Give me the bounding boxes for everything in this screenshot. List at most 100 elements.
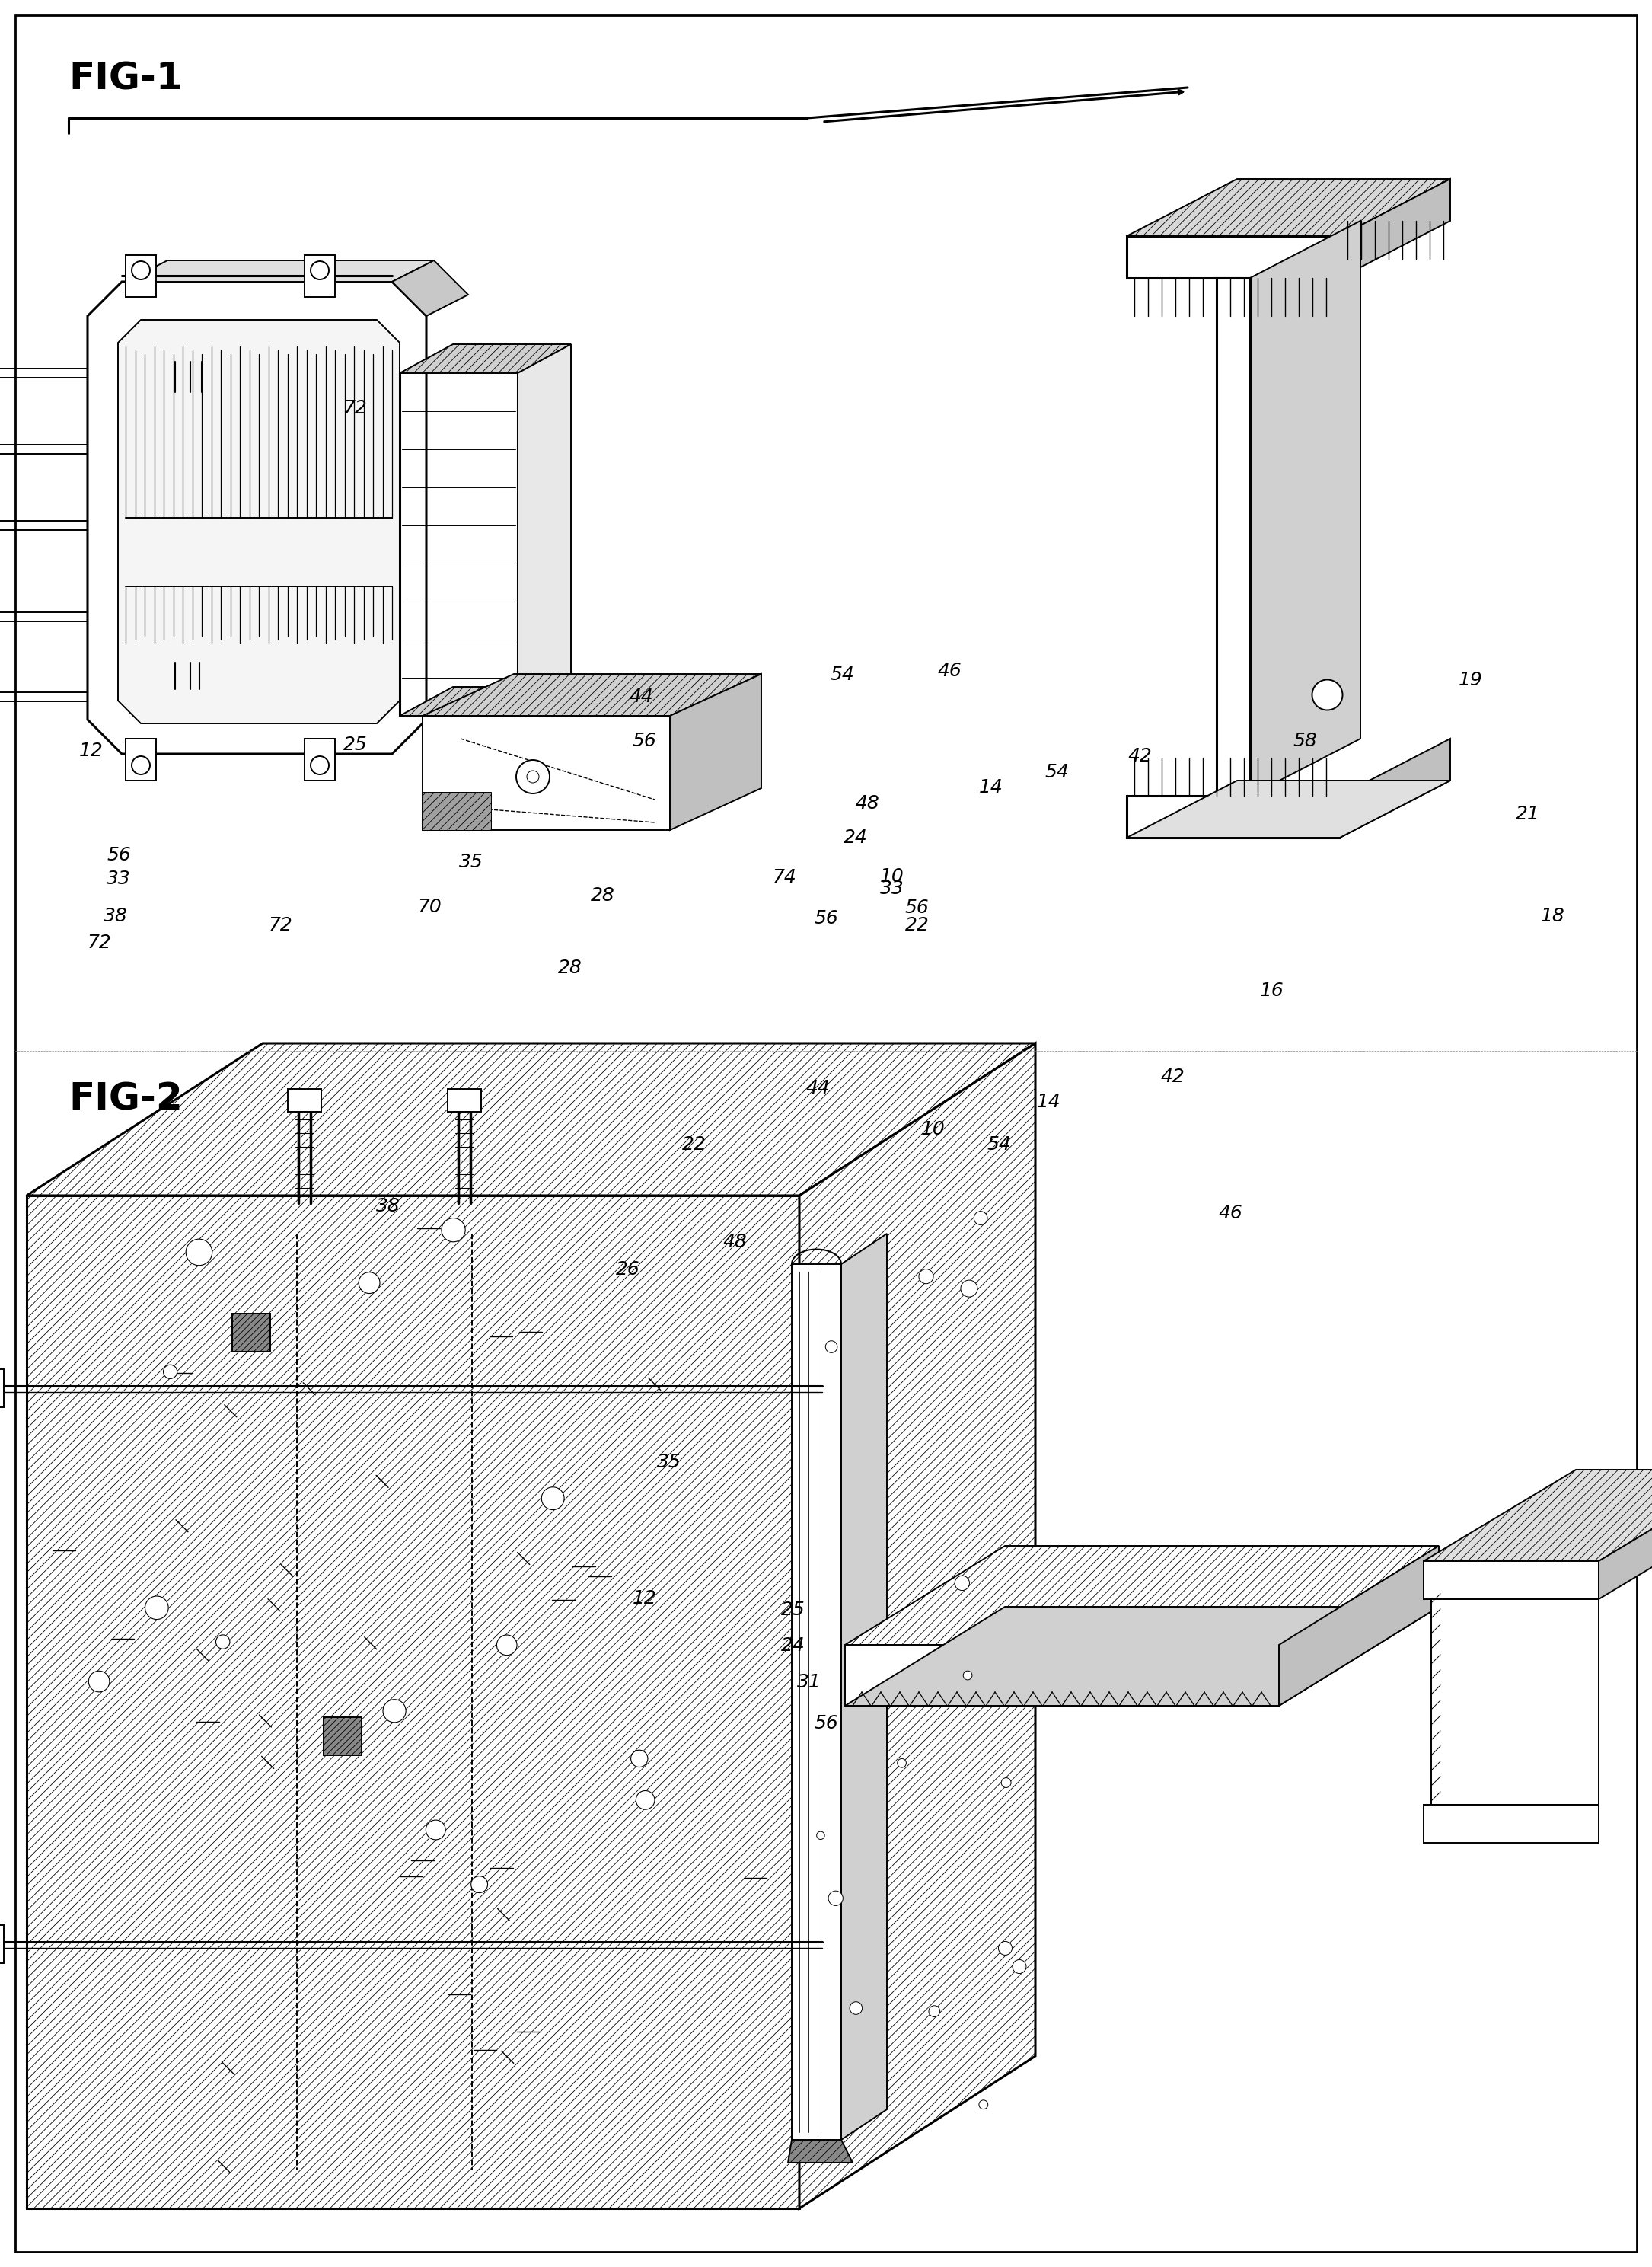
Polygon shape bbox=[423, 716, 671, 830]
Text: 33: 33 bbox=[107, 868, 131, 889]
Circle shape bbox=[497, 1635, 517, 1655]
Polygon shape bbox=[392, 261, 468, 315]
Polygon shape bbox=[1127, 236, 1340, 279]
Text: 14: 14 bbox=[1037, 1093, 1061, 1111]
Text: 25: 25 bbox=[344, 737, 367, 755]
Polygon shape bbox=[846, 1646, 1279, 1705]
Polygon shape bbox=[846, 1607, 1439, 1705]
Circle shape bbox=[527, 771, 539, 782]
Circle shape bbox=[426, 1820, 446, 1841]
Text: 25: 25 bbox=[781, 1601, 805, 1619]
Text: 44: 44 bbox=[629, 687, 653, 705]
Polygon shape bbox=[671, 673, 762, 830]
Polygon shape bbox=[1424, 1805, 1599, 1843]
Text: 72: 72 bbox=[344, 399, 367, 417]
Polygon shape bbox=[26, 1043, 1036, 1195]
Polygon shape bbox=[1216, 279, 1251, 796]
Polygon shape bbox=[117, 320, 400, 723]
Polygon shape bbox=[800, 1043, 1036, 2208]
Polygon shape bbox=[1340, 179, 1450, 279]
Circle shape bbox=[919, 1270, 933, 1283]
Text: 28: 28 bbox=[591, 886, 615, 905]
Circle shape bbox=[383, 1700, 406, 1723]
Text: 24: 24 bbox=[844, 830, 867, 848]
Text: 46: 46 bbox=[938, 662, 961, 680]
Polygon shape bbox=[1251, 220, 1361, 796]
Text: 54: 54 bbox=[1046, 764, 1069, 782]
Polygon shape bbox=[1127, 796, 1340, 837]
Circle shape bbox=[216, 1635, 230, 1648]
Text: 10: 10 bbox=[881, 868, 904, 886]
Text: 22: 22 bbox=[682, 1136, 705, 1154]
Polygon shape bbox=[423, 791, 491, 830]
Text: 19: 19 bbox=[1459, 671, 1482, 689]
Polygon shape bbox=[1279, 1546, 1439, 1705]
Circle shape bbox=[471, 1877, 487, 1893]
Text: 56: 56 bbox=[107, 846, 131, 864]
Polygon shape bbox=[0, 1369, 3, 1408]
Text: 44: 44 bbox=[806, 1079, 829, 1097]
Circle shape bbox=[89, 1671, 109, 1691]
Text: FIG-1: FIG-1 bbox=[68, 61, 182, 97]
Circle shape bbox=[963, 1671, 971, 1680]
Circle shape bbox=[828, 1891, 843, 1907]
Text: 46: 46 bbox=[1219, 1204, 1242, 1222]
Text: 35: 35 bbox=[657, 1453, 681, 1471]
Text: 24: 24 bbox=[781, 1637, 805, 1655]
Text: 21: 21 bbox=[1517, 805, 1540, 823]
Circle shape bbox=[311, 261, 329, 279]
Polygon shape bbox=[1340, 739, 1450, 837]
Circle shape bbox=[132, 757, 150, 775]
Circle shape bbox=[441, 1217, 466, 1242]
Polygon shape bbox=[517, 345, 572, 716]
Polygon shape bbox=[1424, 1469, 1652, 1562]
Polygon shape bbox=[1431, 1598, 1599, 1805]
Text: 70: 70 bbox=[418, 898, 441, 916]
Text: 12: 12 bbox=[633, 1589, 656, 1607]
Circle shape bbox=[849, 2002, 862, 2015]
Text: 26: 26 bbox=[616, 1260, 639, 1279]
Polygon shape bbox=[788, 2140, 852, 2163]
Polygon shape bbox=[304, 739, 335, 780]
Polygon shape bbox=[423, 673, 762, 716]
Polygon shape bbox=[324, 1716, 362, 1755]
Polygon shape bbox=[1599, 1469, 1652, 1598]
Text: 38: 38 bbox=[377, 1197, 400, 1215]
Text: 42: 42 bbox=[1161, 1068, 1184, 1086]
Text: FIG-2: FIG-2 bbox=[68, 1081, 182, 1118]
Polygon shape bbox=[448, 1088, 481, 1111]
Polygon shape bbox=[841, 1233, 887, 2140]
Polygon shape bbox=[233, 1313, 271, 1351]
Polygon shape bbox=[126, 261, 434, 281]
Text: 18: 18 bbox=[1541, 907, 1564, 925]
Text: 58: 58 bbox=[1294, 732, 1317, 750]
Polygon shape bbox=[400, 687, 572, 716]
Text: 35: 35 bbox=[459, 852, 482, 871]
Text: 48: 48 bbox=[724, 1233, 747, 1251]
Circle shape bbox=[1001, 1777, 1011, 1789]
Text: 56: 56 bbox=[905, 898, 928, 916]
Circle shape bbox=[515, 759, 550, 793]
Text: 56: 56 bbox=[633, 732, 656, 750]
Text: 72: 72 bbox=[269, 916, 292, 934]
Circle shape bbox=[897, 1759, 907, 1768]
Circle shape bbox=[816, 1832, 824, 1839]
Polygon shape bbox=[0, 1925, 3, 1963]
Polygon shape bbox=[26, 1195, 800, 2208]
Circle shape bbox=[1312, 680, 1343, 710]
Circle shape bbox=[975, 1211, 988, 1224]
Circle shape bbox=[631, 1750, 648, 1766]
Circle shape bbox=[928, 2006, 940, 2018]
Text: 14: 14 bbox=[980, 778, 1003, 796]
Circle shape bbox=[358, 1272, 380, 1294]
Polygon shape bbox=[791, 1265, 841, 2140]
Text: 28: 28 bbox=[558, 959, 582, 977]
Circle shape bbox=[132, 261, 150, 279]
Circle shape bbox=[145, 1596, 169, 1619]
Polygon shape bbox=[126, 256, 155, 297]
Text: 38: 38 bbox=[104, 907, 127, 925]
Circle shape bbox=[542, 1487, 565, 1510]
Text: 42: 42 bbox=[1128, 748, 1151, 766]
Text: 12: 12 bbox=[79, 741, 102, 759]
Text: 56: 56 bbox=[814, 1714, 838, 1732]
